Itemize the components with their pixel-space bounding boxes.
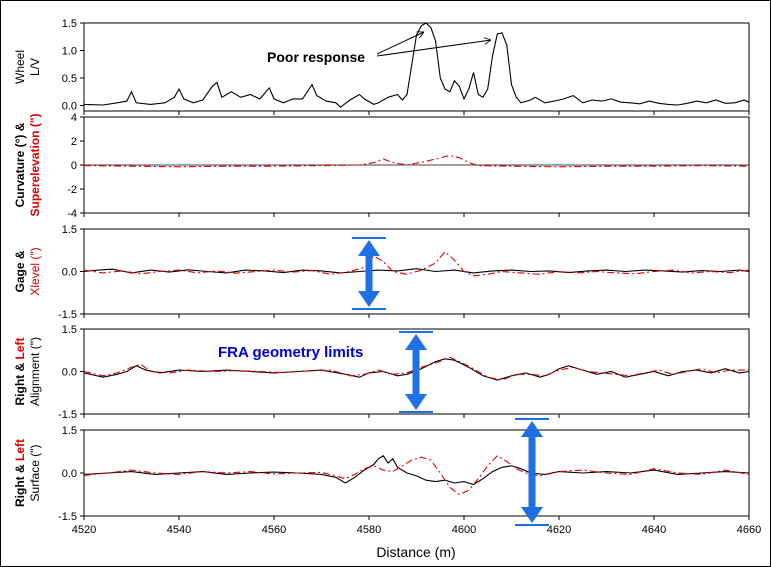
y-tick-label: 0.5 — [62, 73, 77, 85]
y-tick-label: 1.5 — [62, 425, 77, 437]
y-axis-label-segment: Alignment (") — [28, 337, 42, 406]
y-tick-label: -1.5 — [58, 409, 77, 421]
y-tick-label: 1.0 — [62, 46, 77, 58]
y-tick-label: 0.0 — [62, 468, 77, 480]
limit-arrowhead-top — [521, 421, 543, 437]
y-tick-label: 1.5 — [62, 324, 77, 336]
y-tick-label: -1.5 — [58, 309, 77, 321]
y-tick-label: 0.0 — [62, 101, 77, 113]
y-axis-label-line: Xlevel (") — [28, 247, 42, 295]
panel-alignment: 1.5 0.0 -1.5 Right & Left Alignment (") — [13, 324, 750, 421]
poor-response-arrow-1 — [376, 32, 424, 55]
poor-response-label: Poor response — [267, 49, 365, 65]
y-tick-label: 0.0 — [62, 367, 77, 379]
series-secondary-line — [83, 154, 750, 168]
y-axis-label-line: Right & Left — [13, 338, 27, 406]
y-axis-label-segment: Surface (") — [28, 445, 42, 502]
y-axis-label-segment: Left — [13, 338, 27, 360]
alignment-limit-arrow — [399, 331, 433, 413]
x-axis-label: Distance (m) — [376, 544, 455, 560]
x-axis: 4520 4540 4560 4580 4600 4620 4640 4660 Distanc… — [72, 524, 761, 560]
y-axis-label-segment: Gage & — [13, 250, 27, 292]
y-axis-label-segment: Right & — [13, 360, 27, 406]
x-tick-label: 4540 — [167, 524, 191, 536]
panel-curvature: 4 2 0 -2 -4 Curvature (°) & Superelevation (") — [13, 112, 750, 220]
x-tick-labels: 4520 4540 4560 4580 4600 4620 4640 4660 — [72, 524, 761, 536]
limit-shaft — [365, 254, 373, 293]
series-primary-line — [83, 268, 750, 274]
y-axis-label-line: Surface (") — [28, 445, 42, 502]
limit-arrowhead-top — [358, 240, 380, 256]
series-secondary-line — [83, 250, 750, 277]
x-tick-label: 4620 — [547, 524, 571, 536]
y-axis-label-line: L/V — [28, 58, 42, 76]
limit-arrowhead-bottom — [405, 394, 427, 410]
y-axis-label-segment: L/V — [28, 58, 42, 76]
panel-wheel: 1.5 1.0 0.5 0.0 Wheel L/V — [13, 18, 750, 115]
panels: 1.5 1.0 0.5 0.0 Wheel L/V 4 2 0 -2 -4 Curvature (°)… — [13, 18, 750, 523]
poor-response-annotation: Poor response — [267, 32, 491, 65]
limit-shaft — [412, 348, 420, 396]
y-tick-label: 4 — [71, 112, 77, 124]
y-tick-label: 0.0 — [62, 267, 77, 279]
x-tick-label: 4600 — [452, 524, 476, 536]
limit-arrowhead-top — [405, 334, 427, 350]
y-axis-label-line: Right & Left — [13, 439, 27, 507]
y-axis-label: Curvature (°) & Superelevation (") — [13, 113, 42, 216]
x-tick-label: 4520 — [72, 524, 96, 536]
panel-surface: 1.5 0.0 -1.5 Right & Left Surface (") — [13, 425, 750, 523]
y-tick-label: -4 — [67, 208, 77, 220]
x-tick-label: 4640 — [642, 524, 666, 536]
y-axis-label: Right & Left Surface (") — [13, 439, 42, 507]
x-tick-label: 4560 — [262, 524, 286, 536]
y-axis-label-segment: Left — [13, 439, 27, 461]
surface-limit-arrow — [515, 418, 549, 526]
series-secondary-line — [83, 455, 750, 496]
y-tick-label: -2 — [67, 184, 77, 196]
y-axis-label-line: Curvature (°) & — [13, 122, 27, 207]
x-tick-label: 4580 — [357, 524, 381, 536]
y-axis-label-line: Alignment (") — [28, 337, 42, 406]
y-tick-label: 2 — [71, 136, 77, 148]
series-primary-line — [83, 22, 750, 108]
panel-gage: 1.5 0.0 -1.5 Gage & Xlevel (") — [13, 224, 750, 321]
y-tick-label: 1.5 — [62, 224, 77, 236]
y-axis-label-segment: Superelevation (") — [28, 113, 42, 216]
plot-frame — [83, 22, 750, 112]
limit-arrowhead-bottom — [358, 291, 380, 307]
y-axis-label-line: Superelevation (") — [28, 113, 42, 216]
y-axis-label-line: Gage & — [13, 250, 27, 292]
y-tick-label: -1.5 — [58, 511, 77, 523]
gage-limit-arrow — [352, 237, 386, 310]
limit-arrowhead-bottom — [521, 507, 543, 523]
series-secondary-line — [83, 356, 749, 381]
y-tick-label: 1.5 — [62, 18, 77, 30]
fra-limit-arrows — [352, 237, 549, 526]
y-axis-label-segment: Curvature (°) & — [13, 122, 27, 207]
poor-response-arrow-2 — [376, 40, 491, 57]
y-axis-label-segment: Right & — [13, 461, 27, 507]
limit-shaft — [528, 435, 536, 509]
y-axis-label-segment: Wheel — [13, 50, 27, 84]
y-axis-label: Wheel L/V — [13, 50, 42, 84]
y-axis-label: Right & Left Alignment (") — [13, 337, 42, 406]
x-tick-label: 4660 — [737, 524, 761, 536]
y-axis-label-line: Wheel — [13, 50, 27, 84]
y-axis-label: Gage & Xlevel (") — [13, 247, 42, 295]
y-axis-label-segment: Xlevel (") — [28, 247, 42, 295]
y-tick-label: 0 — [71, 160, 77, 172]
fra-limits-label: FRA geometry limits — [218, 344, 363, 361]
